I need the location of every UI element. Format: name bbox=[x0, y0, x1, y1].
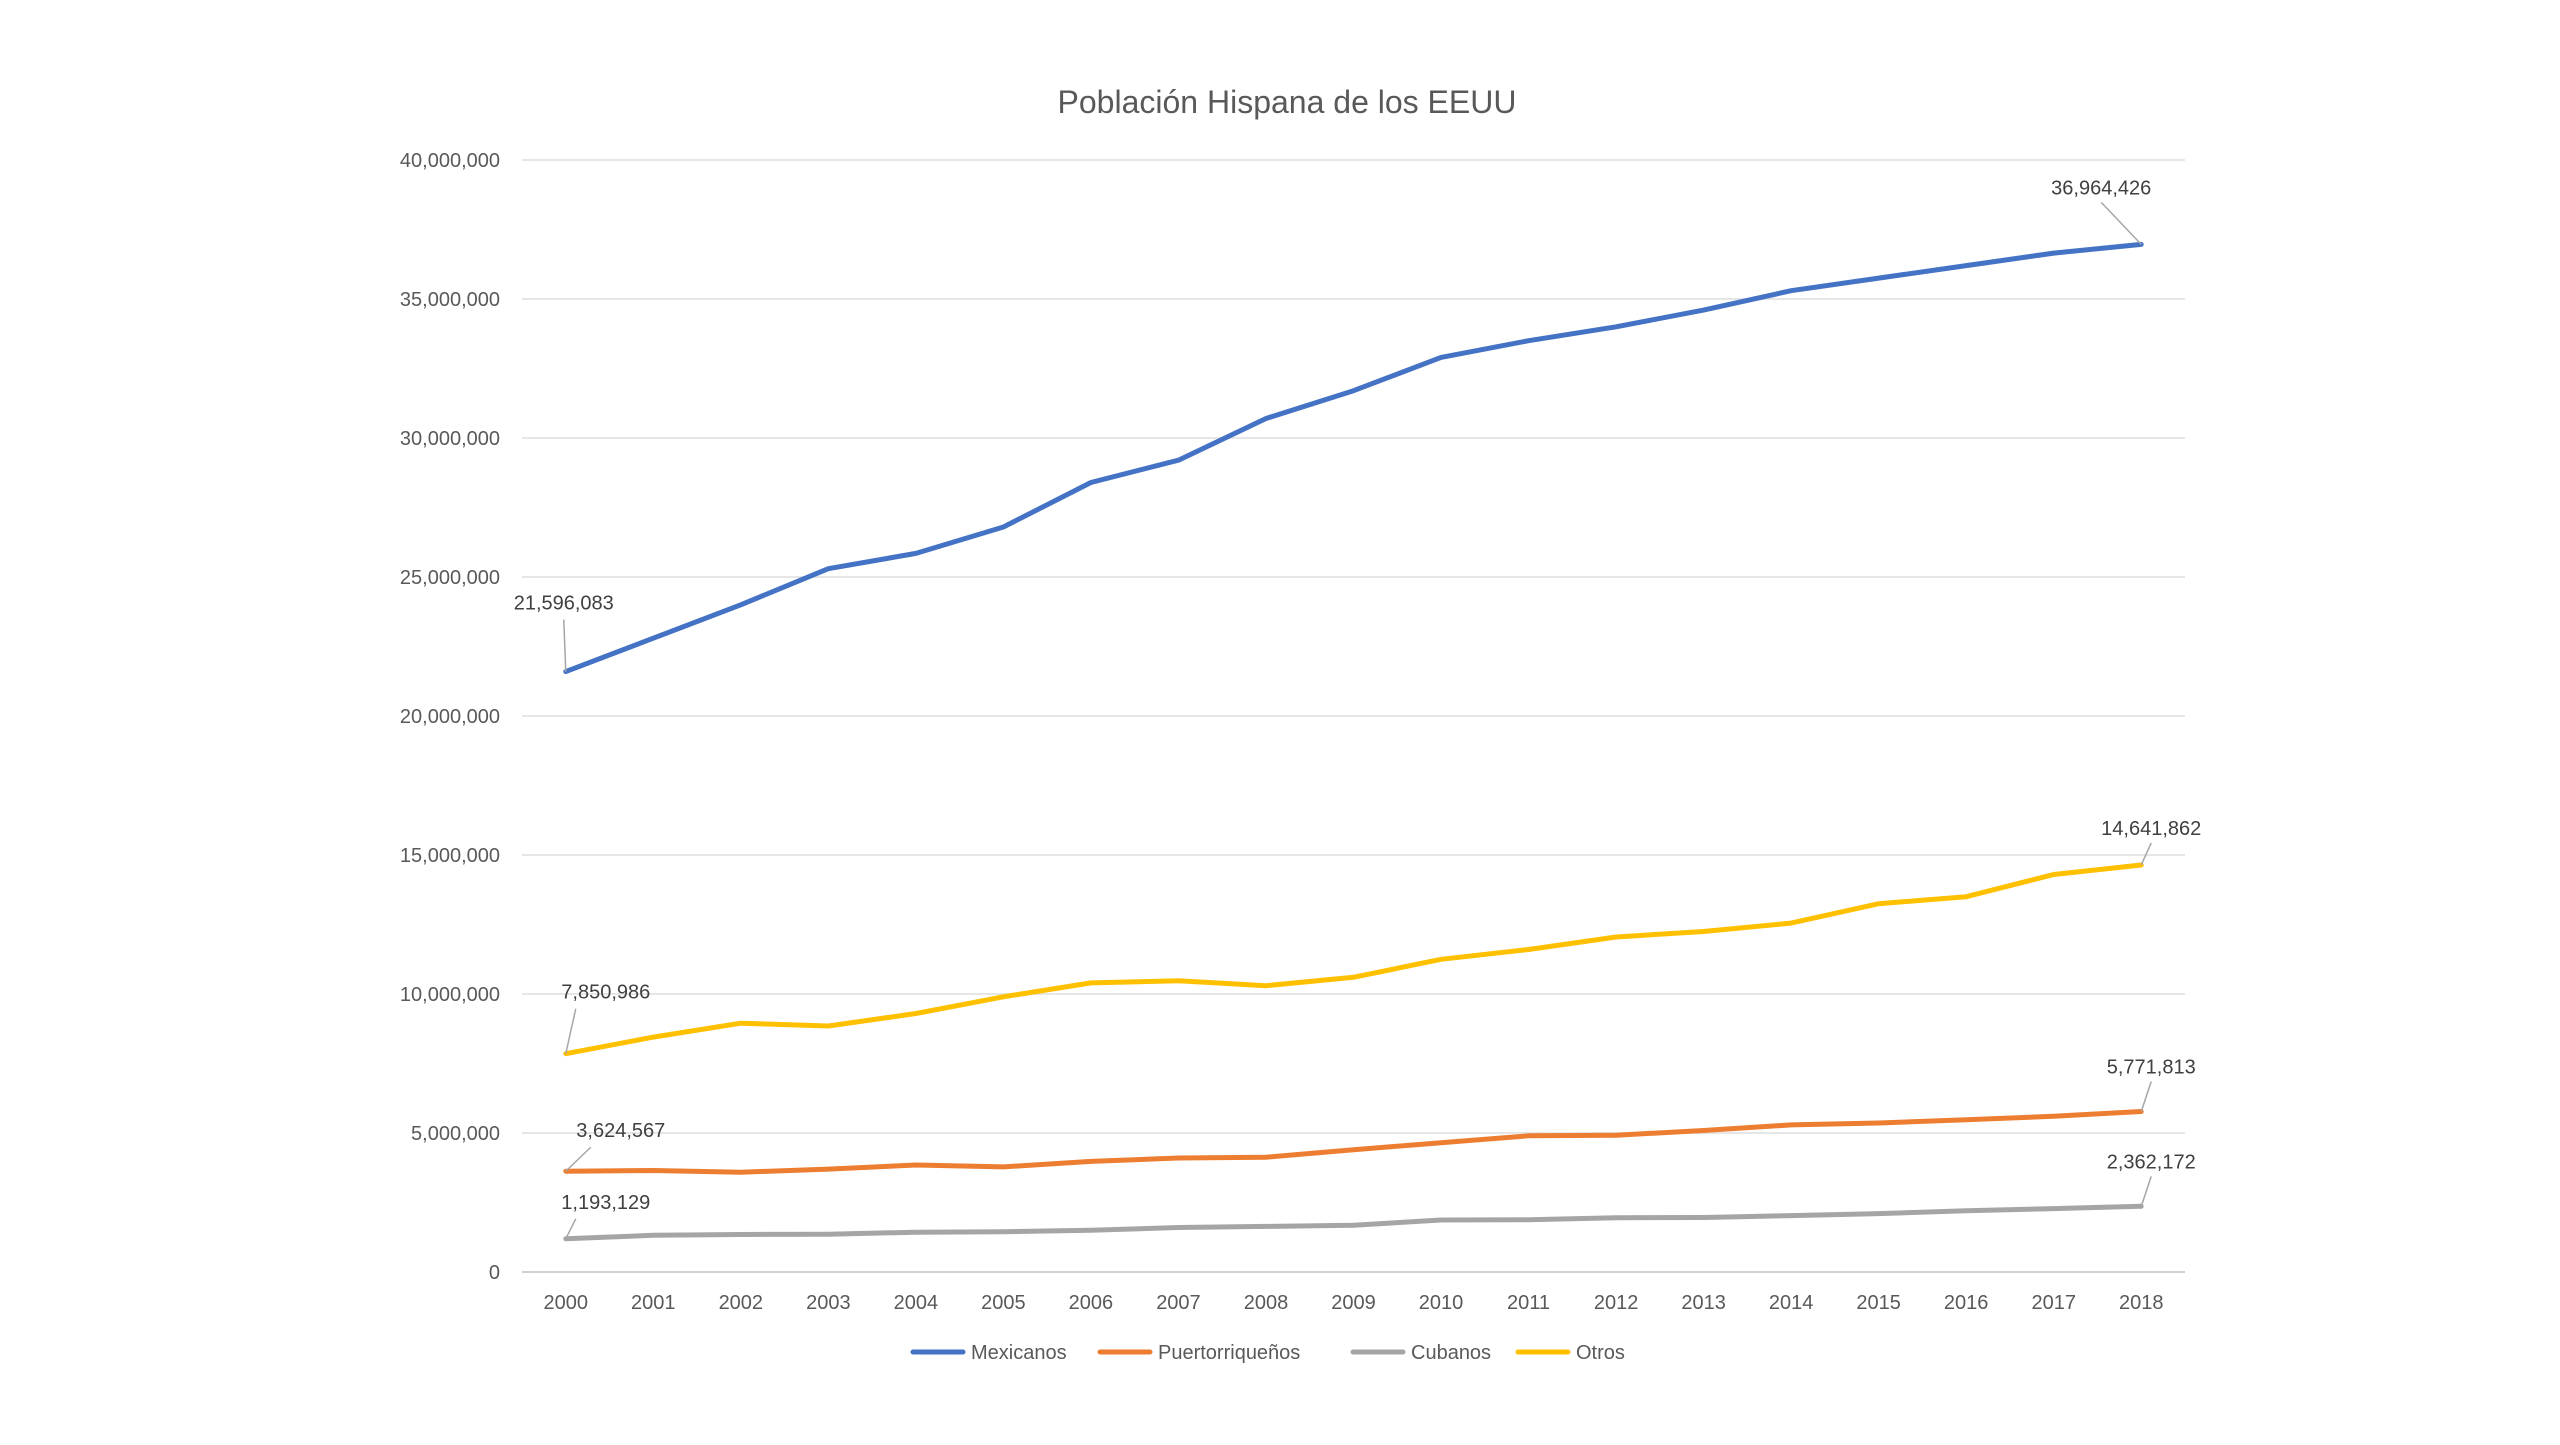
x-axis-ticks: 2000 2001 2002 2003 2004 2005 2006 2007 2008 2009… bbox=[544, 1292, 2164, 1314]
x-tick-label: 2005 bbox=[981, 1292, 1026, 1314]
series-lines bbox=[563, 241, 2144, 1242]
data-label-leader bbox=[2140, 1176, 2152, 1207]
y-tick-label: 20,000,000 bbox=[400, 706, 500, 728]
data-label-leader bbox=[2140, 1081, 2152, 1112]
x-tick-label: 2014 bbox=[1769, 1292, 1814, 1314]
y-tick-label: 10,000,000 bbox=[400, 984, 500, 1006]
data-labels: 21,596,083 36,964,426 3,624,567 5,771,813 1,… bbox=[514, 177, 2201, 1240]
legend-label: Cubanos bbox=[1411, 1342, 1491, 1364]
data-label-leader bbox=[565, 1008, 577, 1054]
data-label-leader bbox=[565, 1218, 577, 1240]
data-label-leader bbox=[2100, 201, 2142, 245]
y-tick-label: 25,000,000 bbox=[400, 567, 500, 589]
legend-label: Puertorriqueños bbox=[1158, 1342, 1300, 1364]
x-tick-label: 2016 bbox=[1944, 1292, 1989, 1314]
data-label-end: 14,641,862 bbox=[2101, 818, 2201, 840]
x-tick-label: 2007 bbox=[1156, 1292, 1201, 1314]
series-line-cubanos bbox=[563, 1203, 2144, 1242]
x-tick-label: 2011 bbox=[1507, 1292, 1550, 1314]
y-tick-label: 15,000,000 bbox=[400, 845, 500, 867]
gridlines bbox=[522, 159, 2185, 1273]
series-line-mexicanos bbox=[563, 241, 2144, 675]
x-tick-label: 2003 bbox=[806, 1292, 851, 1314]
y-tick-label: 40,000,000 bbox=[400, 150, 500, 172]
x-tick-label: 2001 bbox=[631, 1292, 676, 1314]
x-tick-label: 2006 bbox=[1069, 1292, 1114, 1314]
x-tick-label: 2009 bbox=[1331, 1292, 1376, 1314]
y-tick-label: 30,000,000 bbox=[400, 428, 500, 450]
data-label-start: 1,193,129 bbox=[561, 1192, 650, 1214]
x-tick-label: 2013 bbox=[1681, 1292, 1726, 1314]
x-tick-label: 2004 bbox=[894, 1292, 939, 1314]
legend-label: Mexicanos bbox=[971, 1342, 1067, 1364]
data-label-leader bbox=[565, 1146, 592, 1172]
x-tick-label: 2002 bbox=[719, 1292, 764, 1314]
data-label-end: 36,964,426 bbox=[2051, 177, 2151, 199]
data-label-start: 3,624,567 bbox=[576, 1120, 665, 1142]
chart-title: Población Hispana de los EEUU bbox=[1058, 84, 1517, 120]
series-line-otros bbox=[563, 862, 2144, 1057]
x-tick-label: 2000 bbox=[544, 1292, 589, 1314]
x-tick-label: 2008 bbox=[1244, 1292, 1289, 1314]
data-label-start: 7,850,986 bbox=[561, 982, 650, 1004]
legend-item: Mexicanos bbox=[910, 1342, 1067, 1364]
legend: Mexicanos Puertorriqueños Cubanos Otros bbox=[910, 1342, 1625, 1364]
x-tick-label: 2015 bbox=[1856, 1292, 1901, 1314]
y-axis-ticks: 0 5,000,000 10,000,000 15,000,000 20,000,000… bbox=[400, 150, 500, 1284]
y-tick-label: 0 bbox=[489, 1262, 500, 1284]
x-tick-label: 2012 bbox=[1594, 1292, 1639, 1314]
legend-label: Otros bbox=[1576, 1342, 1625, 1364]
x-tick-label: 2010 bbox=[1419, 1292, 1464, 1314]
legend-item: Puertorriqueños bbox=[1097, 1342, 1300, 1364]
legend-item: Cubanos bbox=[1350, 1342, 1491, 1364]
x-tick-label: 2018 bbox=[2119, 1292, 2164, 1314]
series-line-puertorriqueños bbox=[563, 1109, 2144, 1175]
x-tick-label: 2017 bbox=[2031, 1292, 2076, 1314]
data-label-leader bbox=[563, 619, 567, 672]
legend-item: Otros bbox=[1515, 1342, 1625, 1364]
y-tick-label: 35,000,000 bbox=[400, 289, 500, 311]
data-label-leader bbox=[2140, 842, 2152, 866]
data-label-end: 5,771,813 bbox=[2107, 1057, 2196, 1079]
data-label-end: 2,362,172 bbox=[2107, 1151, 2196, 1173]
data-label-start: 21,596,083 bbox=[514, 593, 614, 615]
y-tick-label: 5,000,000 bbox=[411, 1123, 500, 1145]
